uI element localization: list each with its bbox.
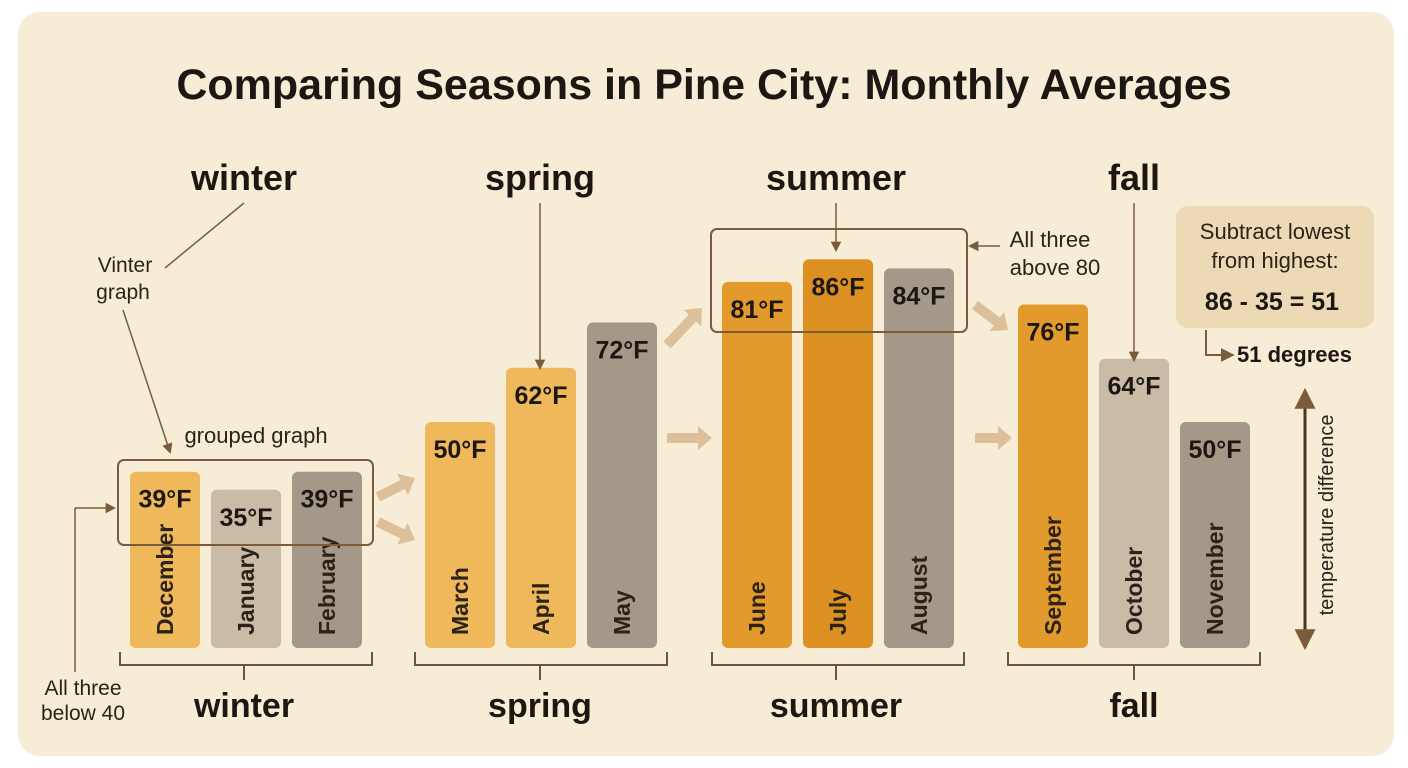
season-label-top-fall: fall bbox=[1108, 157, 1160, 198]
below-40-note-line1: All three bbox=[44, 677, 121, 700]
subtract-box-line2: from highest: bbox=[1211, 248, 1338, 273]
month-label-june: June bbox=[744, 581, 770, 635]
winter-graph-note-line2: graph bbox=[96, 281, 150, 304]
value-label-may: 72°F bbox=[595, 337, 648, 365]
value-label-june: 81°F bbox=[730, 296, 783, 324]
value-label-october: 64°F bbox=[1107, 373, 1160, 401]
above-80-note-line2: above 80 bbox=[1010, 255, 1101, 280]
grouped-graph-pointer bbox=[122, 309, 173, 454]
month-label-september: September bbox=[1040, 516, 1066, 635]
bars: 39°F December 35°F January 39°F February 50°F M… bbox=[130, 259, 1250, 648]
winter-pointer-line bbox=[164, 202, 245, 269]
value-label-july: 86°F bbox=[811, 273, 864, 301]
top-season-labels: winter spring summer fall bbox=[190, 157, 1160, 198]
flow-arrow bbox=[663, 308, 702, 349]
temperature-difference-label: temperature difference bbox=[1316, 415, 1338, 616]
subtract-box-line1: Subtract lowest bbox=[1200, 219, 1350, 244]
value-label-march: 50°F bbox=[433, 436, 486, 464]
month-label-december: December bbox=[152, 524, 178, 635]
value-label-december: 39°F bbox=[138, 486, 191, 514]
bracket-spring bbox=[414, 652, 668, 666]
value-label-january: 35°F bbox=[219, 504, 272, 532]
bar-august bbox=[884, 268, 954, 648]
bar-february bbox=[292, 471, 362, 648]
flow-arrows bbox=[375, 301, 1012, 545]
value-label-april: 62°F bbox=[514, 382, 567, 410]
bar-december bbox=[130, 471, 200, 648]
result-text: 51 degrees bbox=[1237, 342, 1352, 367]
flow-arrow bbox=[971, 301, 1009, 332]
summer-group-box bbox=[710, 228, 968, 333]
bar-june bbox=[722, 281, 792, 648]
subtract-box bbox=[1176, 206, 1374, 328]
flow-arrow bbox=[667, 426, 712, 450]
flow-arrow bbox=[375, 473, 416, 502]
winter-group-box bbox=[117, 459, 374, 546]
month-label-october: October bbox=[1121, 547, 1147, 635]
bar-november bbox=[1180, 422, 1250, 648]
flow-arrow bbox=[375, 517, 416, 545]
result-arrow bbox=[1205, 330, 1235, 362]
bracket-winter bbox=[119, 652, 373, 666]
bar-july bbox=[803, 259, 873, 648]
value-label-september: 76°F bbox=[1026, 318, 1079, 346]
season-label-bottom-winter: winter bbox=[193, 687, 294, 725]
month-label-august: August bbox=[906, 555, 932, 635]
month-label-july: July bbox=[825, 589, 851, 635]
bracket-summer bbox=[711, 652, 965, 666]
season-label-bottom-fall: fall bbox=[1109, 687, 1158, 725]
month-label-november: November bbox=[1202, 522, 1228, 635]
bar-october bbox=[1099, 358, 1169, 648]
bar-january bbox=[211, 489, 281, 648]
above-80-note-line1: All three bbox=[1010, 227, 1091, 252]
month-label-may: May bbox=[609, 590, 635, 635]
season-label-bottom-summer: summer bbox=[770, 687, 902, 725]
season-label-top-summer: summer bbox=[766, 157, 906, 198]
month-label-january: January bbox=[233, 547, 259, 635]
value-label-february: 39°F bbox=[300, 486, 353, 514]
bar-march bbox=[425, 422, 495, 648]
flow-arrow bbox=[975, 426, 1012, 450]
chart-title: Comparing Seasons in Pine City: Monthly … bbox=[176, 61, 1231, 109]
season-label-bottom-spring: spring bbox=[488, 687, 592, 725]
bar-september bbox=[1018, 304, 1088, 648]
equation-text: 86 - 35 = 51 bbox=[1205, 288, 1339, 316]
bracket-fall bbox=[1007, 652, 1261, 666]
value-label-august: 84°F bbox=[892, 282, 945, 310]
bar-may bbox=[587, 322, 657, 648]
season-label-top-winter: winter bbox=[190, 157, 297, 198]
bar-april bbox=[506, 367, 576, 648]
month-label-february: February bbox=[314, 536, 340, 635]
season-label-top-spring: spring bbox=[485, 157, 595, 198]
month-label-march: March bbox=[447, 567, 473, 635]
season-brackets: winter spring summer fall bbox=[119, 652, 1261, 725]
winter-graph-note-line1: Vinter bbox=[98, 254, 152, 277]
value-label-november: 50°F bbox=[1188, 436, 1241, 464]
month-label-april: April bbox=[528, 583, 554, 635]
grouped-graph-note: grouped graph bbox=[184, 423, 327, 448]
below-40-note-line2: below 40 bbox=[41, 702, 125, 725]
